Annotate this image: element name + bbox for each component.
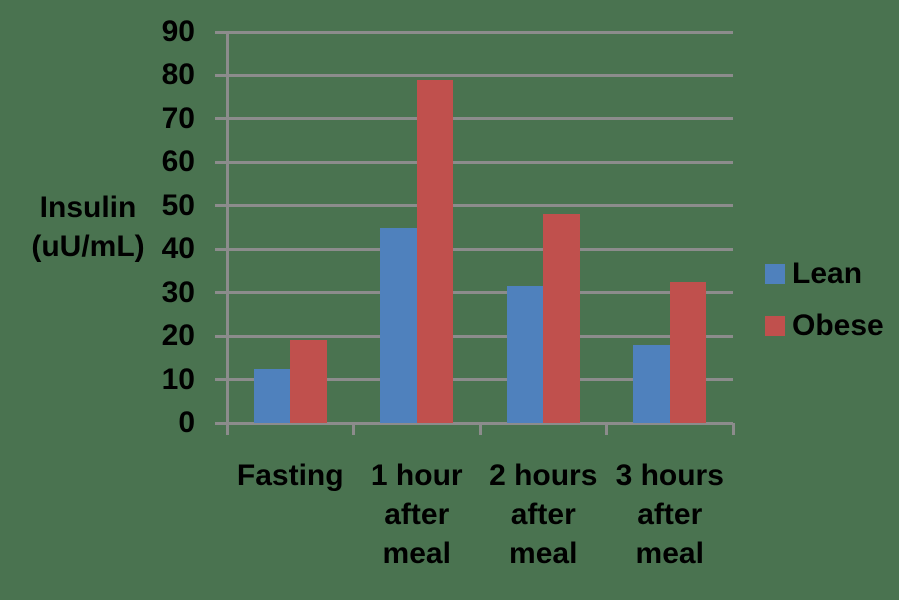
y-tick-label-70: 70 — [161, 101, 195, 135]
x-axis-label-2: 1 hour after meal — [370, 459, 463, 570]
plot-area — [215, 30, 735, 435]
y-tick-label-10: 10 — [161, 362, 195, 396]
bar-obese-1 — [290, 340, 327, 423]
bar-lean-2 — [380, 227, 417, 423]
x-axis-tick-1 — [352, 423, 355, 435]
bar-lean-3 — [506, 286, 544, 423]
y-axis-title: Insulin (uU/mL) — [14, 188, 162, 266]
gridline-90 — [215, 30, 733, 34]
y-tick-label-30: 30 — [161, 275, 195, 309]
y-tick-label-0: 0 — [178, 406, 195, 439]
y-axis-line — [225, 31, 229, 435]
legend-swatch-lean — [765, 264, 785, 284]
legend-item-lean: Lean — [765, 254, 884, 294]
bar-obese-2 — [416, 79, 454, 423]
y-tick-label-20: 20 — [161, 319, 195, 353]
gridline-70 — [215, 117, 733, 121]
y-tick-label-60: 60 — [161, 145, 195, 179]
bar-lean-4 — [633, 344, 670, 423]
legend-item-obese: Obese — [765, 306, 884, 346]
x-axis-label-1: Fasting — [236, 459, 344, 492]
legend-swatch-obese — [765, 316, 785, 336]
x-axis-tick-3 — [605, 423, 608, 435]
gridline-20 — [215, 334, 733, 338]
y-tick-label-80: 80 — [161, 58, 195, 92]
y-tick-label-90: 90 — [161, 15, 195, 48]
gridline-40 — [215, 247, 733, 251]
bar-obese-3 — [543, 214, 580, 423]
x-axis-tick-0 — [225, 423, 229, 435]
gridline-50 — [215, 204, 733, 208]
y-axis-title-line2: (uU/mL) — [31, 230, 145, 263]
bar-lean-1 — [253, 368, 291, 423]
bar-obese-4 — [669, 281, 707, 423]
legend: Lean Obese — [765, 254, 884, 358]
x-axis-label-4: 3 hours after meal — [615, 459, 724, 570]
gridline-10 — [215, 378, 733, 382]
y-tick-label-50: 50 — [161, 188, 195, 222]
x-axis-tick-4 — [731, 423, 735, 435]
gridline-80 — [215, 73, 733, 77]
gridline-0 — [215, 421, 733, 425]
y-tick-label-40: 40 — [161, 232, 195, 266]
gridline-60 — [215, 160, 733, 164]
legend-label-lean: Lean — [792, 257, 863, 290]
legend-label-obese: Obese — [792, 309, 884, 342]
x-axis-tick-2 — [478, 423, 482, 435]
x-axis-label-3: 2 hours after meal — [489, 459, 598, 570]
gridline-30 — [215, 291, 733, 295]
y-axis-title-line1: Insulin — [39, 191, 137, 224]
